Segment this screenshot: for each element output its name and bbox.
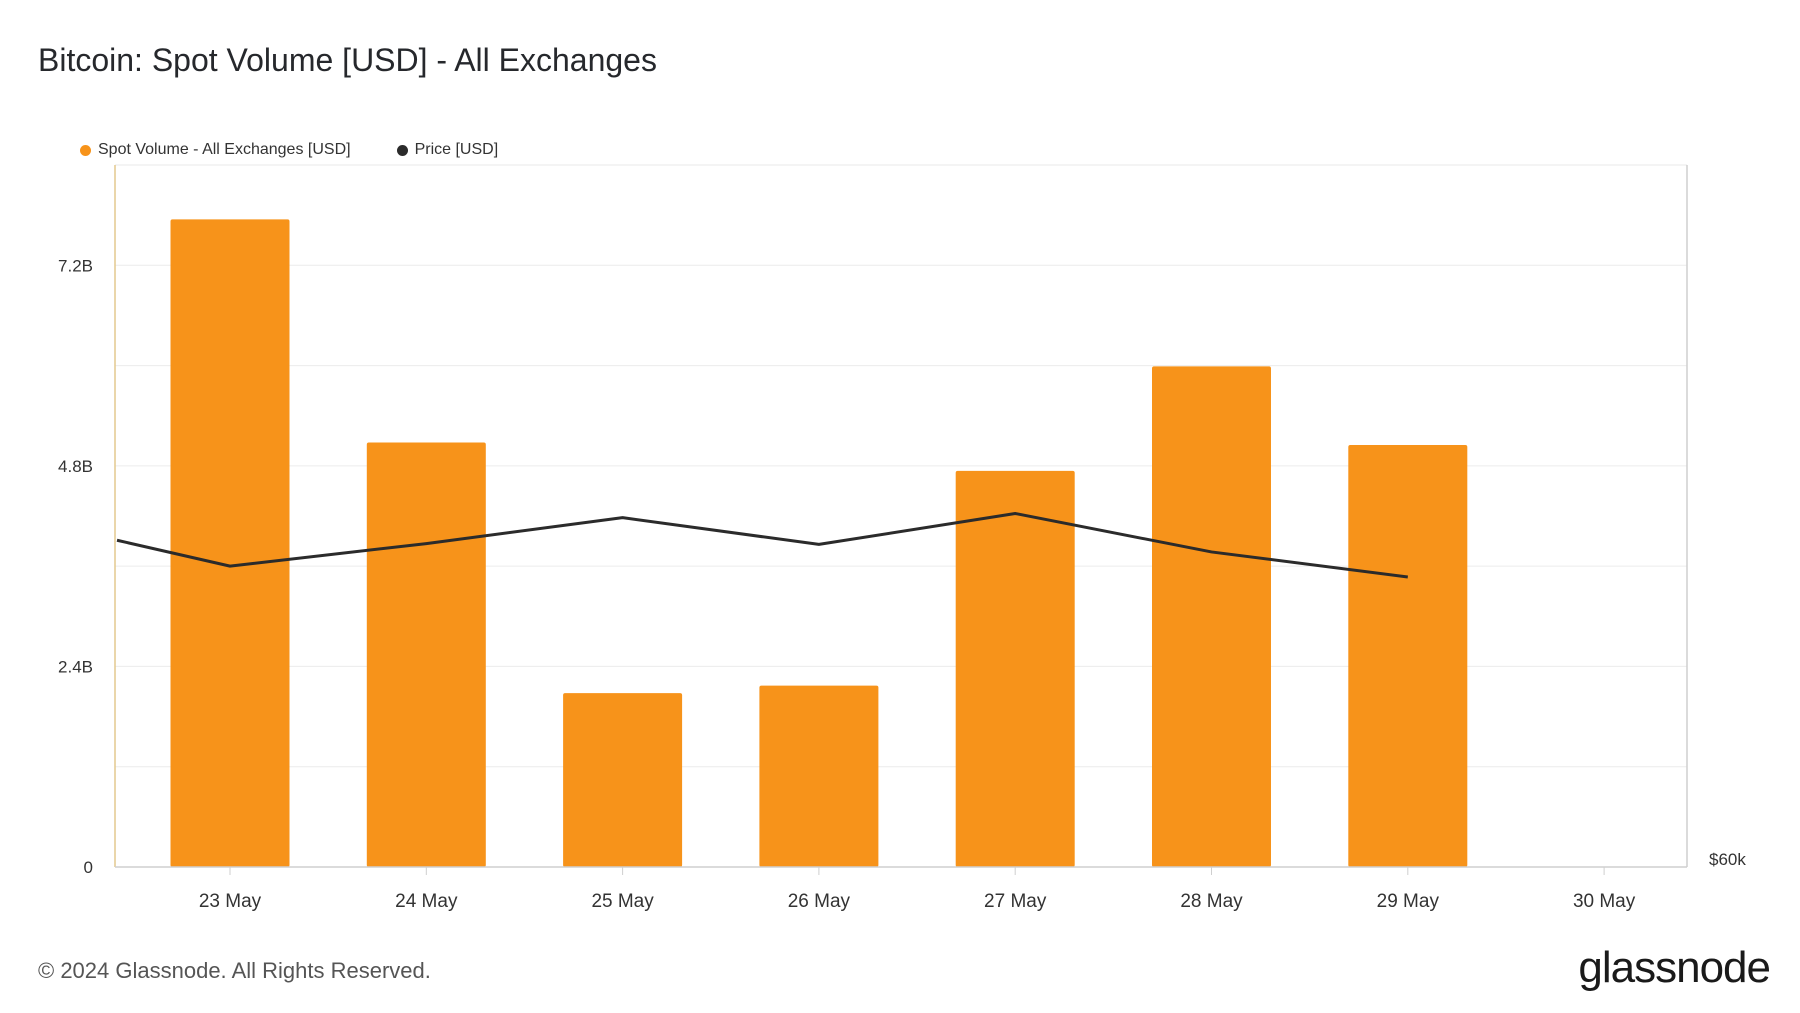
x-tick-label: 23 May <box>199 891 262 912</box>
bar-25-may <box>563 693 683 867</box>
legend: Spot Volume - All Exchanges [USD] Price … <box>80 141 498 159</box>
y-tick-label: 0 <box>84 858 93 877</box>
legend-label-volume: Spot Volume - All Exchanges [USD] <box>98 141 351 158</box>
legend-item-volume[interactable]: Spot Volume - All Exchanges [USD] <box>80 141 351 159</box>
bar-29-may <box>1348 444 1468 867</box>
y-tick-label: 7.2B <box>58 256 93 275</box>
legend-dot-volume <box>80 144 91 156</box>
price-line <box>116 511 1408 579</box>
x-tick-label: 29 May <box>1377 891 1440 912</box>
labels-layer: 23 May 24 May 25 May 26 May 27 May 28 May 29 M… <box>58 256 1746 912</box>
footer-copyright: © 2024 Glassnode. All Rights Reserved. <box>38 958 431 983</box>
y-tick-label: 4.8B <box>58 457 93 476</box>
brand-logo[interactable]: glassnode <box>1578 943 1771 992</box>
legend-label-price: Price [USD] <box>414 141 499 158</box>
line-layer <box>116 511 1408 579</box>
x-tick-label: 24 May <box>395 891 458 912</box>
axes-layer <box>114 165 1688 875</box>
legend-item-price[interactable]: Price [USD] <box>396 141 499 159</box>
bars-layer <box>170 219 1468 868</box>
bar-23-may <box>170 219 290 868</box>
bar-27-may <box>955 470 1075 867</box>
x-tick-label: 30 May <box>1573 891 1636 912</box>
x-tick-label: 26 May <box>788 891 851 912</box>
x-tick-label: 25 May <box>591 891 654 912</box>
y-tick-label: 2.4B <box>58 657 93 676</box>
bar-28-may <box>1152 366 1271 867</box>
bar-24-may <box>366 442 486 867</box>
x-tick-label: 28 May <box>1180 891 1243 912</box>
legend-dot-price <box>396 144 408 156</box>
bar-26-may <box>759 685 879 867</box>
x-tick-label: 27 May <box>984 891 1047 912</box>
chart-title: Bitcoin: Spot Volume [USD] - All Exchang… <box>38 42 657 78</box>
right-axis-label: $60k <box>1709 850 1746 869</box>
